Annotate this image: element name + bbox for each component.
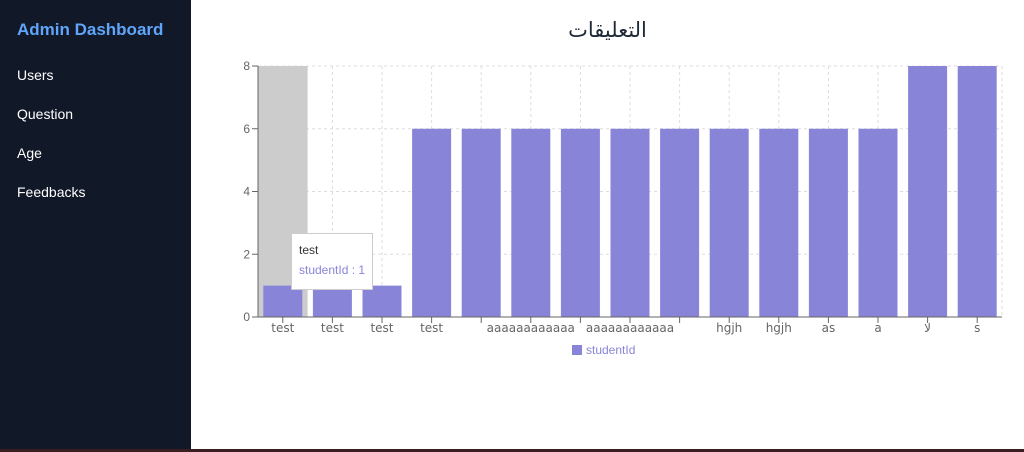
tooltip-separator: :	[348, 263, 359, 277]
tooltip-label: test	[299, 243, 319, 257]
bottom-strip	[0, 449, 1024, 452]
bar	[511, 128, 551, 317]
bar	[461, 128, 501, 317]
tooltip-series-value: 1	[358, 263, 366, 277]
sidebar-item-users[interactable]: Users	[17, 67, 54, 83]
y-tick-label: 2	[243, 247, 250, 261]
chart-tooltip: test studentId : 1	[291, 233, 373, 290]
x-tick-label: s	[974, 321, 980, 335]
brand-title: Admin Dashboard	[17, 20, 164, 39]
bar	[709, 128, 749, 317]
bar	[412, 128, 452, 317]
bar	[263, 285, 303, 317]
x-tick-label: test	[420, 321, 443, 335]
bar	[660, 128, 700, 317]
sidebar: Admin Dashboard Users Question Age Feedb…	[0, 0, 191, 452]
bar	[908, 66, 948, 317]
sidebar-item-age[interactable]: Age	[17, 145, 42, 161]
legend-swatch	[572, 345, 582, 355]
bar	[610, 128, 650, 317]
x-tick-label: as	[822, 321, 836, 335]
sidebar-item-feedbacks[interactable]: Feedbacks	[17, 184, 86, 200]
bar	[957, 66, 997, 317]
bar	[362, 285, 402, 317]
page-title: التعليقات	[568, 18, 647, 42]
x-tick-label: aaaaaaaaaaaa	[487, 321, 575, 335]
sidebar-item-question[interactable]: Question	[17, 106, 74, 122]
bar	[759, 128, 799, 317]
bar	[312, 285, 352, 317]
bar	[858, 128, 898, 317]
x-tick-label: test	[271, 321, 294, 335]
legend-label: studentId	[586, 343, 635, 357]
y-tick-label: 6	[243, 122, 250, 136]
tooltip-value: studentId : 1	[299, 263, 372, 277]
x-tick-label: aaaaaaaaaaaa	[586, 321, 674, 335]
x-tick-label: hgjh	[766, 321, 792, 335]
x-tick-label: test	[321, 321, 344, 335]
y-tick-label: 4	[243, 185, 250, 199]
y-tick-label: 8	[243, 59, 250, 73]
x-tick-label: a	[874, 321, 881, 335]
x-tick-label: hgjh	[716, 321, 742, 335]
x-tick-label: test	[370, 321, 393, 335]
bar	[808, 128, 848, 317]
bar	[560, 128, 600, 317]
x-tick-label: لا	[924, 321, 931, 335]
y-tick-label: 0	[243, 310, 250, 324]
tooltip-series-name: studentId	[299, 263, 349, 277]
